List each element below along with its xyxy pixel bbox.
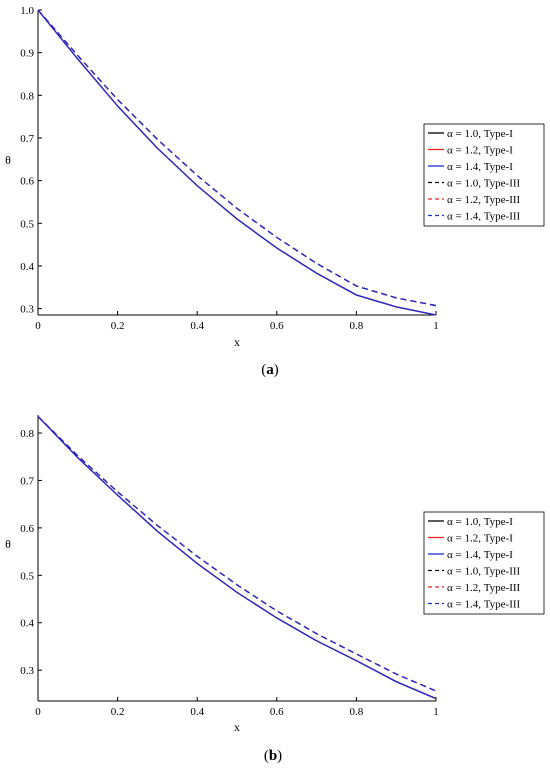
legend-label: α = 1.2, Type-I — [447, 145, 513, 157]
legend-label: α = 1.2, Type-III — [447, 582, 521, 594]
caption-letter: b — [269, 748, 277, 764]
legend-label: α = 1.4, Type-III — [447, 599, 521, 611]
caption-close-paren: ) — [274, 362, 279, 378]
x-axis-title: x — [234, 335, 240, 349]
y-tick-label: 0.8 — [20, 428, 34, 440]
series-line-6 — [37, 415, 437, 692]
legend: α = 1.0, Type-I α = 1.2, Type-I α = 1.4, T… — [423, 511, 545, 615]
y-axis-title: θ — [5, 153, 11, 167]
y-axis-title: θ — [5, 537, 11, 551]
y-tick-label: 0.4 — [20, 618, 34, 630]
series-line-4 — [37, 9, 437, 307]
series-line-2 — [37, 9, 437, 316]
x-tick-label: 0 — [35, 706, 41, 718]
y-tick-label: 0.8 — [20, 90, 34, 102]
y-tick-label: 0.5 — [20, 218, 34, 230]
legend-label: α = 1.4, Type-I — [447, 161, 513, 173]
x-tick-label: 0.8 — [350, 706, 364, 718]
x-tick-label: 0.2 — [111, 320, 125, 332]
series-line-5 — [37, 9, 437, 307]
series-line-4 — [37, 415, 437, 692]
panel-caption: (a) — [261, 362, 279, 378]
legend-label: α = 1.2, Type-III — [447, 194, 521, 206]
x-tick-label: 1 — [433, 320, 439, 332]
legend-box — [423, 511, 545, 615]
x-tick-label: 0.6 — [270, 706, 284, 718]
caption-open-paren: ( — [264, 748, 269, 764]
legend-label: α = 1.0, Type-I — [447, 128, 513, 140]
y-tick-label: 0.3 — [20, 304, 34, 316]
x-tick-label: 0.8 — [350, 320, 364, 332]
legend-box — [423, 123, 545, 227]
series-line-5 — [37, 415, 437, 692]
x-tick-label: 0.4 — [190, 320, 204, 332]
x-tick-label: 0.6 — [270, 320, 284, 332]
legend-label: α = 1.0, Type-III — [447, 178, 521, 190]
legend-label: α = 1.0, Type-I — [447, 516, 513, 528]
chart-panel-b: θ x (b) 0 0.2 0.4 0.6 0.8 1 0.3 0.4 0.5 0.6 0.7 0.8… — [5, 415, 545, 764]
x-tick-label: 0.4 — [190, 706, 204, 718]
legend-label: α = 1.0, Type-III — [447, 566, 521, 578]
y-tick-label: 0.9 — [20, 48, 34, 60]
series-line-6 — [37, 9, 437, 307]
series-line-3 — [37, 9, 437, 316]
series-line-1 — [37, 415, 437, 700]
legend: α = 1.0, Type-I α = 1.2, Type-I α = 1.4, T… — [423, 123, 545, 227]
y-tick-label: 0.5 — [20, 570, 34, 582]
legend-label: α = 1.2, Type-I — [447, 533, 513, 545]
y-tick-label: 0.3 — [20, 665, 34, 677]
y-tick-label: 0.6 — [20, 176, 34, 188]
y-tick-label: 0.7 — [20, 133, 34, 145]
x-tick-label: 0.2 — [111, 706, 125, 718]
x-tick-label: 1 — [433, 706, 439, 718]
x-tick-label: 0 — [35, 320, 41, 332]
x-axis-title: x — [234, 720, 240, 734]
chart-panel-a: θ x (a) 0 0.2 0.4 0.6 0.8 1 0.3 0.4 0.5 0.6 0.7 0.8… — [5, 5, 545, 378]
caption-letter: a — [266, 362, 274, 378]
panel-caption: (b) — [264, 748, 282, 764]
legend-label: α = 1.4, Type-I — [447, 549, 513, 561]
y-tick-label: 0.7 — [20, 475, 34, 487]
y-tick-label: 1.0 — [20, 5, 34, 17]
y-tick-label: 0.6 — [20, 523, 34, 535]
legend-label: α = 1.4, Type-III — [447, 211, 521, 223]
series-line-1 — [37, 9, 437, 316]
caption-open-paren: ( — [261, 362, 266, 378]
series-line-2 — [37, 415, 437, 700]
caption-close-paren: ) — [277, 748, 282, 764]
y-tick-label: 0.4 — [20, 261, 34, 273]
series-line-3 — [37, 415, 437, 700]
